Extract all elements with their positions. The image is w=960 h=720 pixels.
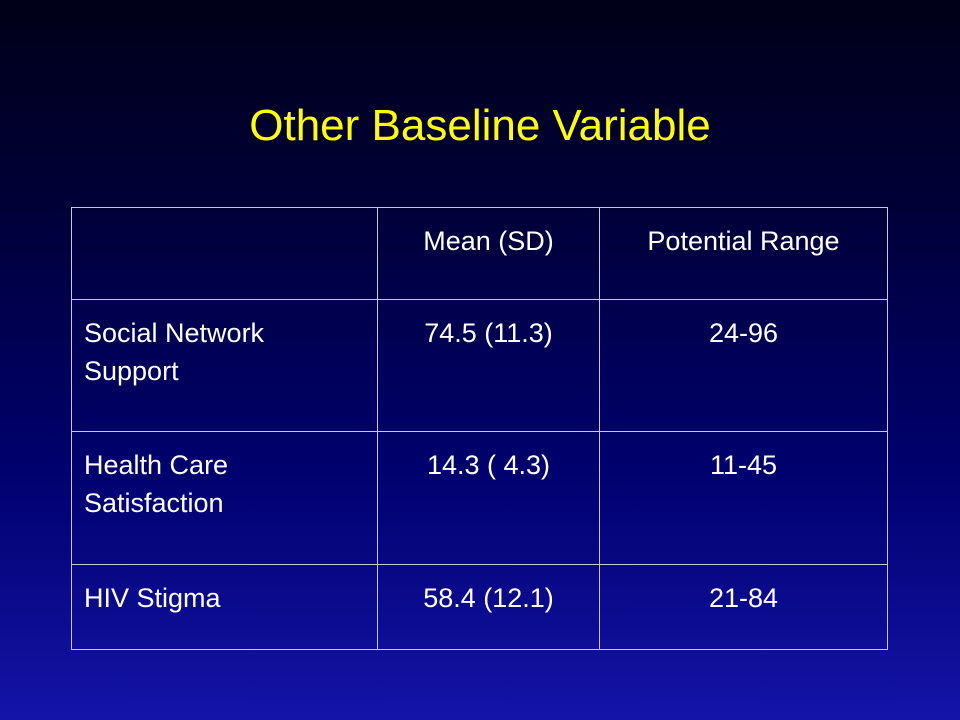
slide-title: Other Baseline Variable [249, 101, 711, 150]
row-label-cell: Health Care Satisfaction [71, 431, 378, 565]
baseline-variables-table: Mean (SD) Potential Range Social Network… [71, 207, 888, 650]
table-row: HIV Stigma 58.4 (12.1) 21-84 [71, 564, 888, 650]
table-row: Social Network Support 74.5 (11.3) 24-96 [71, 299, 888, 432]
header-cell-mean-sd: Mean (SD) [377, 207, 600, 300]
header-cell-blank [71, 207, 378, 300]
mean-sd-cell: 74.5 (11.3) [377, 299, 600, 432]
row-label-cell: HIV Stigma [71, 564, 378, 650]
range-cell: 21-84 [599, 564, 888, 650]
range-cell: 24-96 [599, 299, 888, 432]
table-row: Health Care Satisfaction 14.3 ( 4.3) 11-… [71, 431, 888, 565]
range-cell: 11-45 [599, 431, 888, 565]
mean-sd-cell: 14.3 ( 4.3) [377, 431, 600, 565]
row-label-cell: Social Network Support [71, 299, 378, 432]
header-cell-potential-range: Potential Range [599, 207, 888, 300]
mean-sd-cell: 58.4 (12.1) [377, 564, 600, 650]
table-header-row: Mean (SD) Potential Range [71, 207, 888, 300]
